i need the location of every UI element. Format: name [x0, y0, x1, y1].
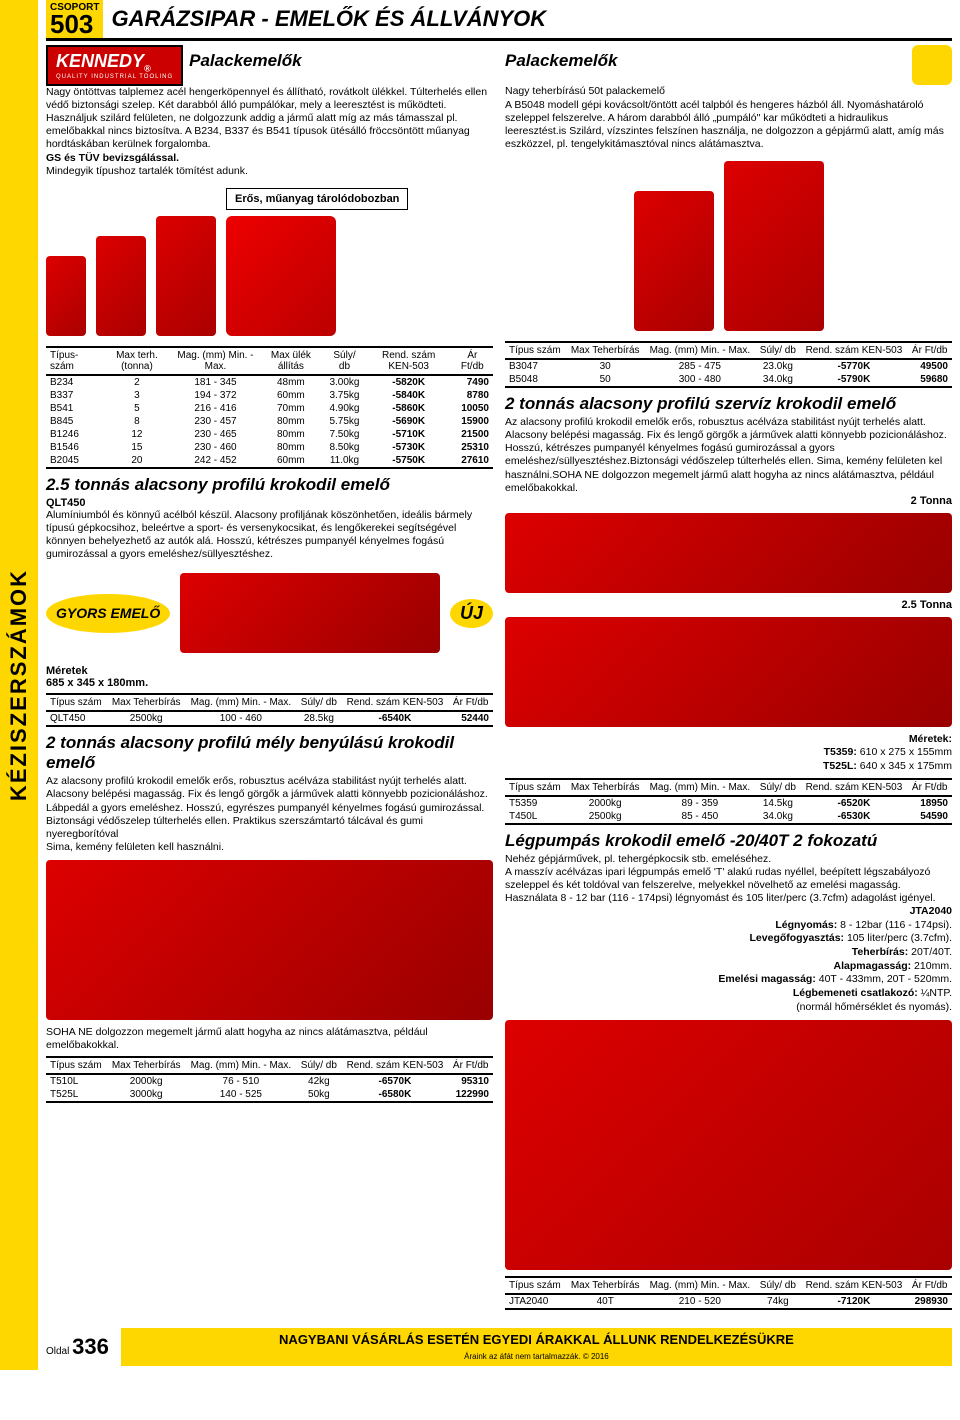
page-footer: Oldal 336 NAGYBANI VÁSÁRLÁS ESETÉN EGYED…	[46, 1324, 952, 1370]
floor-jack-image	[505, 617, 952, 727]
jack-image	[46, 256, 86, 336]
table-service-jacks: Típus számMax TeherbírásMag. (mm) Min. -…	[505, 778, 952, 825]
section-title: Palackemelők	[189, 51, 301, 71]
table-air-jack: Típus számMax TeherbírásMag. (mm) Min. -…	[505, 1276, 952, 1310]
group-badge: CSOPORT 503	[46, 0, 103, 38]
page-number: Oldal 336	[46, 1334, 109, 1360]
jack-image	[634, 191, 714, 331]
floor-jack-image	[180, 573, 440, 653]
section-title: Légpumpás krokodil emelő -20/40T 2 fokoz…	[505, 831, 952, 851]
page-title: GARÁZSIPAR - EMELŐK ÉS ÁLLVÁNYOK	[111, 0, 546, 32]
floor-jack-image	[505, 513, 952, 593]
jack-image	[156, 216, 216, 336]
product-images	[505, 161, 952, 331]
section-title: 2.5 tonnás alacsony profilú krokodil eme…	[46, 475, 493, 495]
jack-image	[96, 236, 146, 336]
body-text: Nagy öntöttvas talplemez acél hengerköpe…	[46, 86, 493, 178]
page-header: CSOPORT 503 GARÁZSIPAR - EMELŐK ÉS ÁLLVÁ…	[46, 0, 952, 41]
specs-block: JTA2040 Légnyomás: 8 - 12bar (116 - 174p…	[505, 905, 952, 1014]
fast-badge: GYORS EMELŐ	[46, 594, 170, 633]
table-heavy-jacks: Típus számMax TeherbírásMag. (mm) Min. -…	[505, 341, 952, 388]
table-bottle-jacks: Típus- számMax terh. (tonna)Mag. (mm) Mi…	[46, 346, 493, 469]
footer-banner: NAGYBANI VÁSÁRLÁS ESETÉN EGYEDI ÁRAKKAL …	[121, 1328, 952, 1366]
sidebar-tab: KÉZISZERSZÁMOK	[0, 0, 38, 1370]
section-title: Palackemelők	[505, 51, 617, 83]
product-images: Erős, műanyag tárolódobozban	[46, 188, 493, 336]
table-qlt450: Típus számMax TeherbírásMag. (mm) Min. -…	[46, 693, 493, 727]
section-title: 2 tonnás alacsony profilú szervíz krokod…	[505, 394, 952, 414]
air-jack-image	[505, 1020, 952, 1270]
new-badge: ÚJ	[450, 599, 493, 628]
section-title: 2 tonnás alacsony profilú mély benyúlású…	[46, 733, 493, 773]
table-deep-reach: Típus számMax TeherbírásMag. (mm) Min. -…	[46, 1056, 493, 1103]
caption: Erős, műanyag tárolódobozban	[226, 188, 408, 210]
jack-image	[724, 161, 824, 331]
floor-jack-image	[46, 860, 493, 1020]
sidebar-label: KÉZISZERSZÁMOK	[6, 569, 32, 801]
category-icon	[912, 45, 952, 85]
kennedy-logo: KENNEDY® QUALITY INDUSTRIAL TOOLING	[46, 45, 183, 86]
storage-image	[226, 216, 336, 336]
